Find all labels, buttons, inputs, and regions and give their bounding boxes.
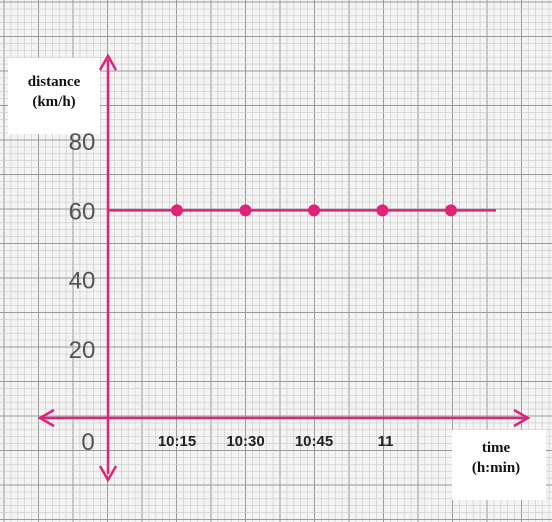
x-axis-arrow-left [37, 408, 55, 428]
y-axis-label-line-1: distance [28, 74, 81, 90]
data-point-4 [445, 204, 457, 217]
x-tick-label-3: 11 [378, 433, 394, 450]
x-axis-label-line-2: (h:min) [472, 460, 520, 476]
x-axis [37, 408, 531, 428]
x-tick-label-0: 10:15 [158, 433, 196, 450]
x-axis-label-box [452, 430, 546, 500]
y-axis [98, 53, 118, 483]
y-axis-label-line-2: (km/h) [32, 94, 75, 110]
x-tick-label-2: 10:45 [295, 433, 333, 450]
x-axis-arrow-right [513, 408, 531, 428]
y-axis-label-box [8, 58, 100, 134]
data-point-2 [308, 204, 320, 217]
data-point-0 [171, 204, 183, 217]
data-point-1 [239, 204, 252, 217]
origin-label: 0 [81, 429, 94, 456]
y-axis-arrow-bottom [98, 465, 118, 483]
y-tick-label-80: 80 [69, 129, 96, 156]
data-point-3 [376, 204, 389, 217]
x-tick-label-1: 10:30 [226, 433, 264, 450]
y-axis-arrow-top [98, 53, 118, 71]
y-tick-label-60: 60 [69, 198, 96, 225]
x-axis-label-line-1: time [482, 440, 511, 456]
y-tick-label-20: 20 [69, 337, 96, 364]
y-tick-label-40: 40 [69, 268, 96, 295]
